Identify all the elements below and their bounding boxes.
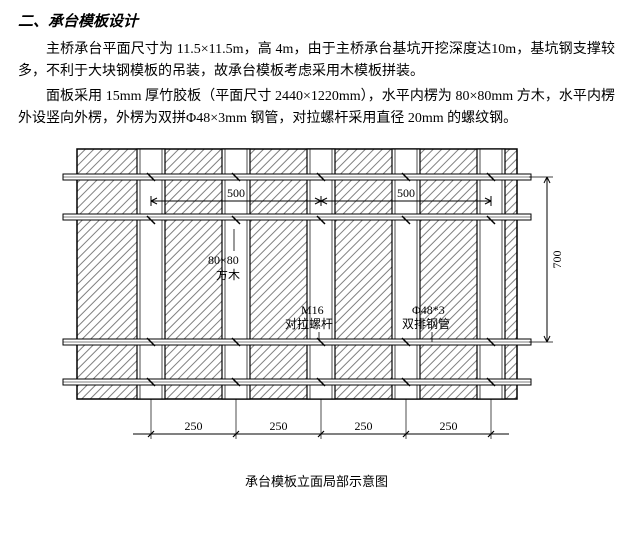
svg-text:250: 250 (269, 419, 287, 433)
svg-text:80×80: 80×80 (208, 253, 239, 267)
section-heading: 二、承台模板设计 (18, 10, 615, 31)
diagram-caption: 承台模板立面局部示意图 (18, 471, 615, 490)
svg-text:700: 700 (550, 250, 564, 268)
svg-text:250: 250 (439, 419, 457, 433)
svg-text:方木: 方木 (216, 267, 240, 282)
svg-text:250: 250 (354, 419, 372, 433)
svg-text:Φ48*3: Φ48*3 (412, 303, 445, 317)
diagram: 500 500 700 80×80方木 M16对拉螺杆 Φ48*3双排钢管 250 250 25… (27, 139, 607, 469)
svg-text:500: 500 (397, 186, 415, 200)
svg-text:对拉螺杆: 对拉螺杆 (285, 316, 333, 331)
svg-text:双排钢管: 双排钢管 (402, 316, 450, 331)
paragraph-2: 面板采用 15mm 厚竹胶板（平面尺寸 2440×1220mm），水平内楞为 8… (18, 86, 615, 131)
svg-text:500: 500 (227, 186, 245, 200)
svg-text:250: 250 (184, 419, 202, 433)
paragraph-1: 主桥承台平面尺寸为 11.5×11.5m，高 4m，由于主桥承台基坑开挖深度达1… (18, 39, 615, 84)
svg-text:M16: M16 (301, 303, 324, 317)
